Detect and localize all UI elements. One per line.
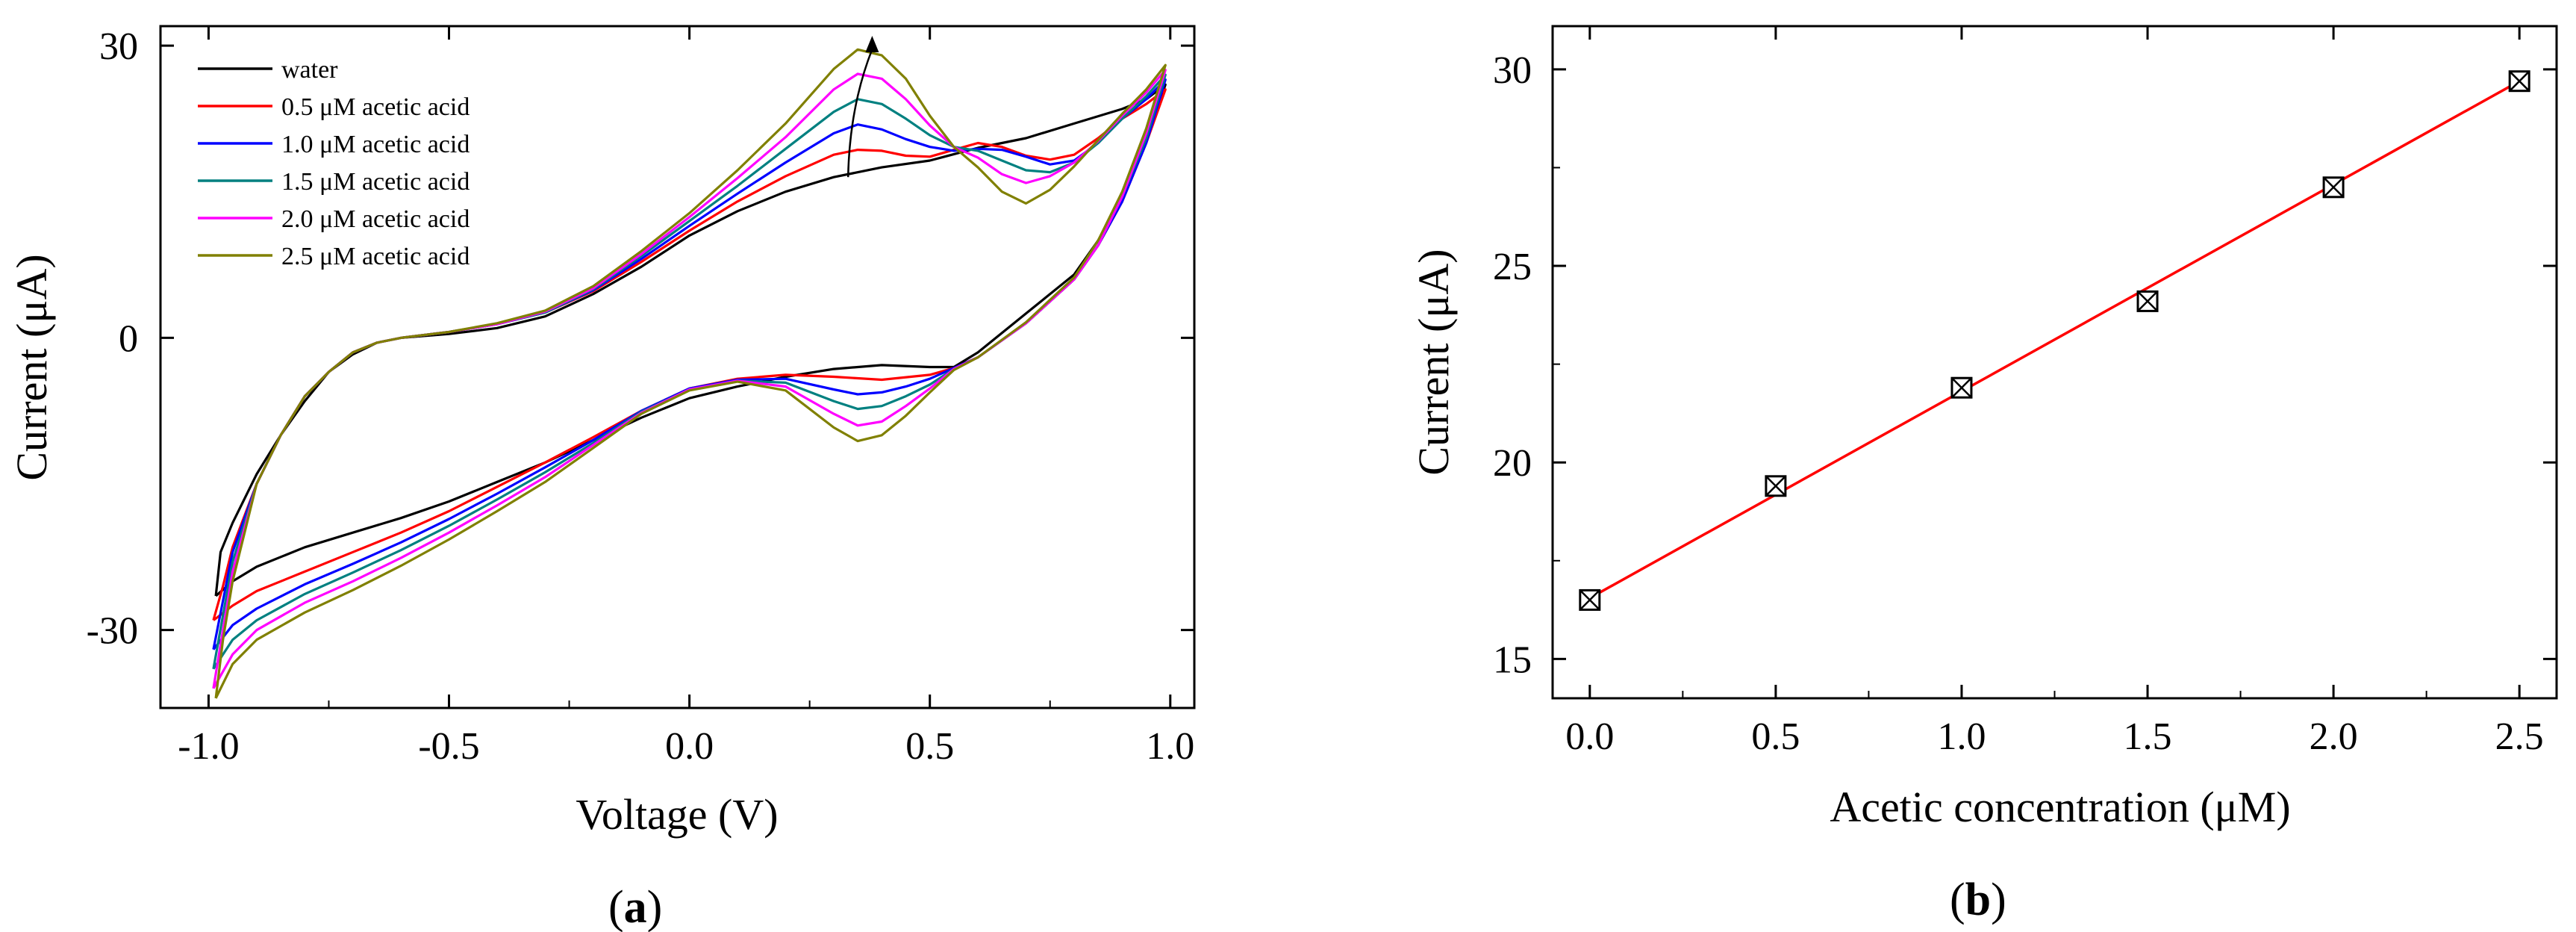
y-tick-label: 25: [1493, 246, 1532, 288]
panel-a-x-axis-label: Voltage (V): [576, 790, 778, 839]
y-tick-label: 15: [1493, 639, 1532, 681]
legend-label-water: water: [281, 56, 338, 84]
y-tick-label: 30: [99, 25, 138, 68]
data-point-cross-b: [2323, 176, 2344, 198]
data-point-cross-b: [2509, 70, 2530, 92]
panel-a-label: (a): [608, 882, 662, 932]
panel-a-x-ticks: -1.0 -0.5 0.0 0.5 1.0: [178, 26, 1194, 768]
x-tick-label: 2.5: [2495, 715, 2544, 758]
panel-a: -30 0 30 -1.0 -0.5 0.0 0.5 1.0 water 0.5 μM ace…: [7, 25, 1196, 932]
panel-b-x-ticks: 0.0 0.5 1.0 1.5 2.0 2.5: [1565, 26, 2544, 758]
x-tick-label: 2.0: [2310, 715, 2358, 758]
data-point: [2508, 70, 2530, 93]
y-tick-label: 30: [1493, 49, 1532, 92]
data-point: [1950, 376, 1973, 399]
x-tick-label: 1.0: [1937, 715, 1986, 758]
series-line-2-0-m-acetic-acid: [212, 69, 1167, 689]
y-tick-label: 0: [119, 317, 138, 360]
panel-a-legend: water 0.5 μM acetic acid 1.0 μM acetic aci…: [198, 56, 470, 270]
panel-b-fit-line-group: [1588, 80, 2521, 600]
series-line-1-0-m-acetic-acid: [212, 78, 1167, 650]
trend-arrow-shaft: [846, 49, 873, 178]
data-point: [1765, 475, 1787, 497]
legend-label-1-5-m-acetic-acid: 1.5 μM acetic acid: [281, 168, 470, 196]
data-point-cross-b: [2137, 291, 2158, 312]
data-point-cross-b: [1579, 589, 1600, 611]
data-point: [2322, 176, 2345, 199]
series-line-water: [214, 83, 1167, 597]
x-tick-label: -0.5: [418, 725, 479, 768]
data-point: [2136, 290, 2159, 312]
panel-b-points-group: [1579, 70, 2530, 611]
legend-label-2-0-m-acetic-acid: 2.0 μM acetic acid: [281, 205, 470, 233]
panel-b: 15 20 25 30 0.0 0.5 1.0 1.5 2.0 2.5 Acetic conce…: [1409, 25, 2558, 925]
x-tick-label: 1.0: [1146, 725, 1194, 768]
legend-label-1-0-m-acetic-acid: 1.0 μM acetic acid: [281, 131, 470, 158]
panel-a-trend-arrow: [846, 36, 879, 178]
x-tick-label: 0.5: [905, 725, 954, 768]
data-point: [1579, 588, 1601, 611]
x-tick-label: -1.0: [178, 725, 239, 768]
fit-line: [1588, 80, 2521, 600]
x-tick-label: 0.5: [1751, 715, 1800, 758]
panel-b-frame: [1551, 25, 2558, 700]
x-tick-label: 0.0: [1565, 715, 1614, 758]
legend-label-0-5-m-acetic-acid: 0.5 μM acetic acid: [281, 93, 470, 121]
data-point-cross-b: [1765, 475, 1786, 497]
x-tick-label: 1.5: [2124, 715, 2172, 758]
panel-b-y-ticks: 15 20 25 30: [1493, 49, 2557, 681]
y-tick-label: -30: [87, 610, 138, 653]
panel-a-y-axis-label: Current (μA): [7, 254, 56, 480]
trend-arrow-head: [865, 36, 879, 53]
y-tick-label: 20: [1493, 442, 1532, 485]
series-line-2-5-m-acetic-acid: [214, 48, 1167, 699]
panel-a-series-group: [212, 48, 1167, 699]
panel-b-y-axis-label: Current (μA): [1409, 249, 1458, 475]
legend-label-2-5-m-acetic-acid: 2.5 μM acetic acid: [281, 243, 470, 270]
x-tick-label: 0.0: [665, 725, 714, 768]
panel-b-label: (b): [1950, 874, 2006, 925]
panel-b-x-axis-label: Acetic concentration (μM): [1830, 783, 2290, 831]
data-point-cross-b: [1951, 377, 1972, 399]
panel-a-frame: [159, 25, 1196, 709]
panel-a-y-ticks: -30 0 30: [87, 25, 1194, 653]
